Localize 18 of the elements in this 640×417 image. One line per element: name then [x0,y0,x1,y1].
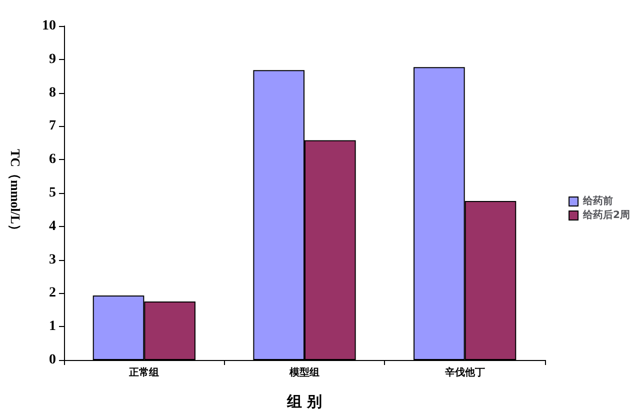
y-tick-label: 3 [49,252,56,268]
legend-label: 给药后2周 [582,209,630,221]
y-tick-label: 4 [49,218,56,234]
x-tick-label: 模型组 [288,366,320,378]
y-tick-label: 6 [49,152,56,168]
y-tick-label: 0 [49,352,56,368]
y-tick-label: 9 [49,52,56,67]
x-tick-label: 正常组 [128,366,160,378]
y-tick-label: 5 [49,186,56,200]
y-axis-title: TC（mmol/L） [8,148,23,238]
x-axis-title: 组 别 [286,392,322,410]
y-tick-label: 7 [49,118,56,134]
y-tick-label: 2 [49,286,56,301]
y-tick-label: 8 [49,85,56,100]
x-tick-label: 辛伐他丁 [444,366,485,378]
y-tick-label: 10 [42,18,56,34]
y-tick-label: 1 [49,319,56,334]
legend-label: 给药前 [582,195,614,207]
